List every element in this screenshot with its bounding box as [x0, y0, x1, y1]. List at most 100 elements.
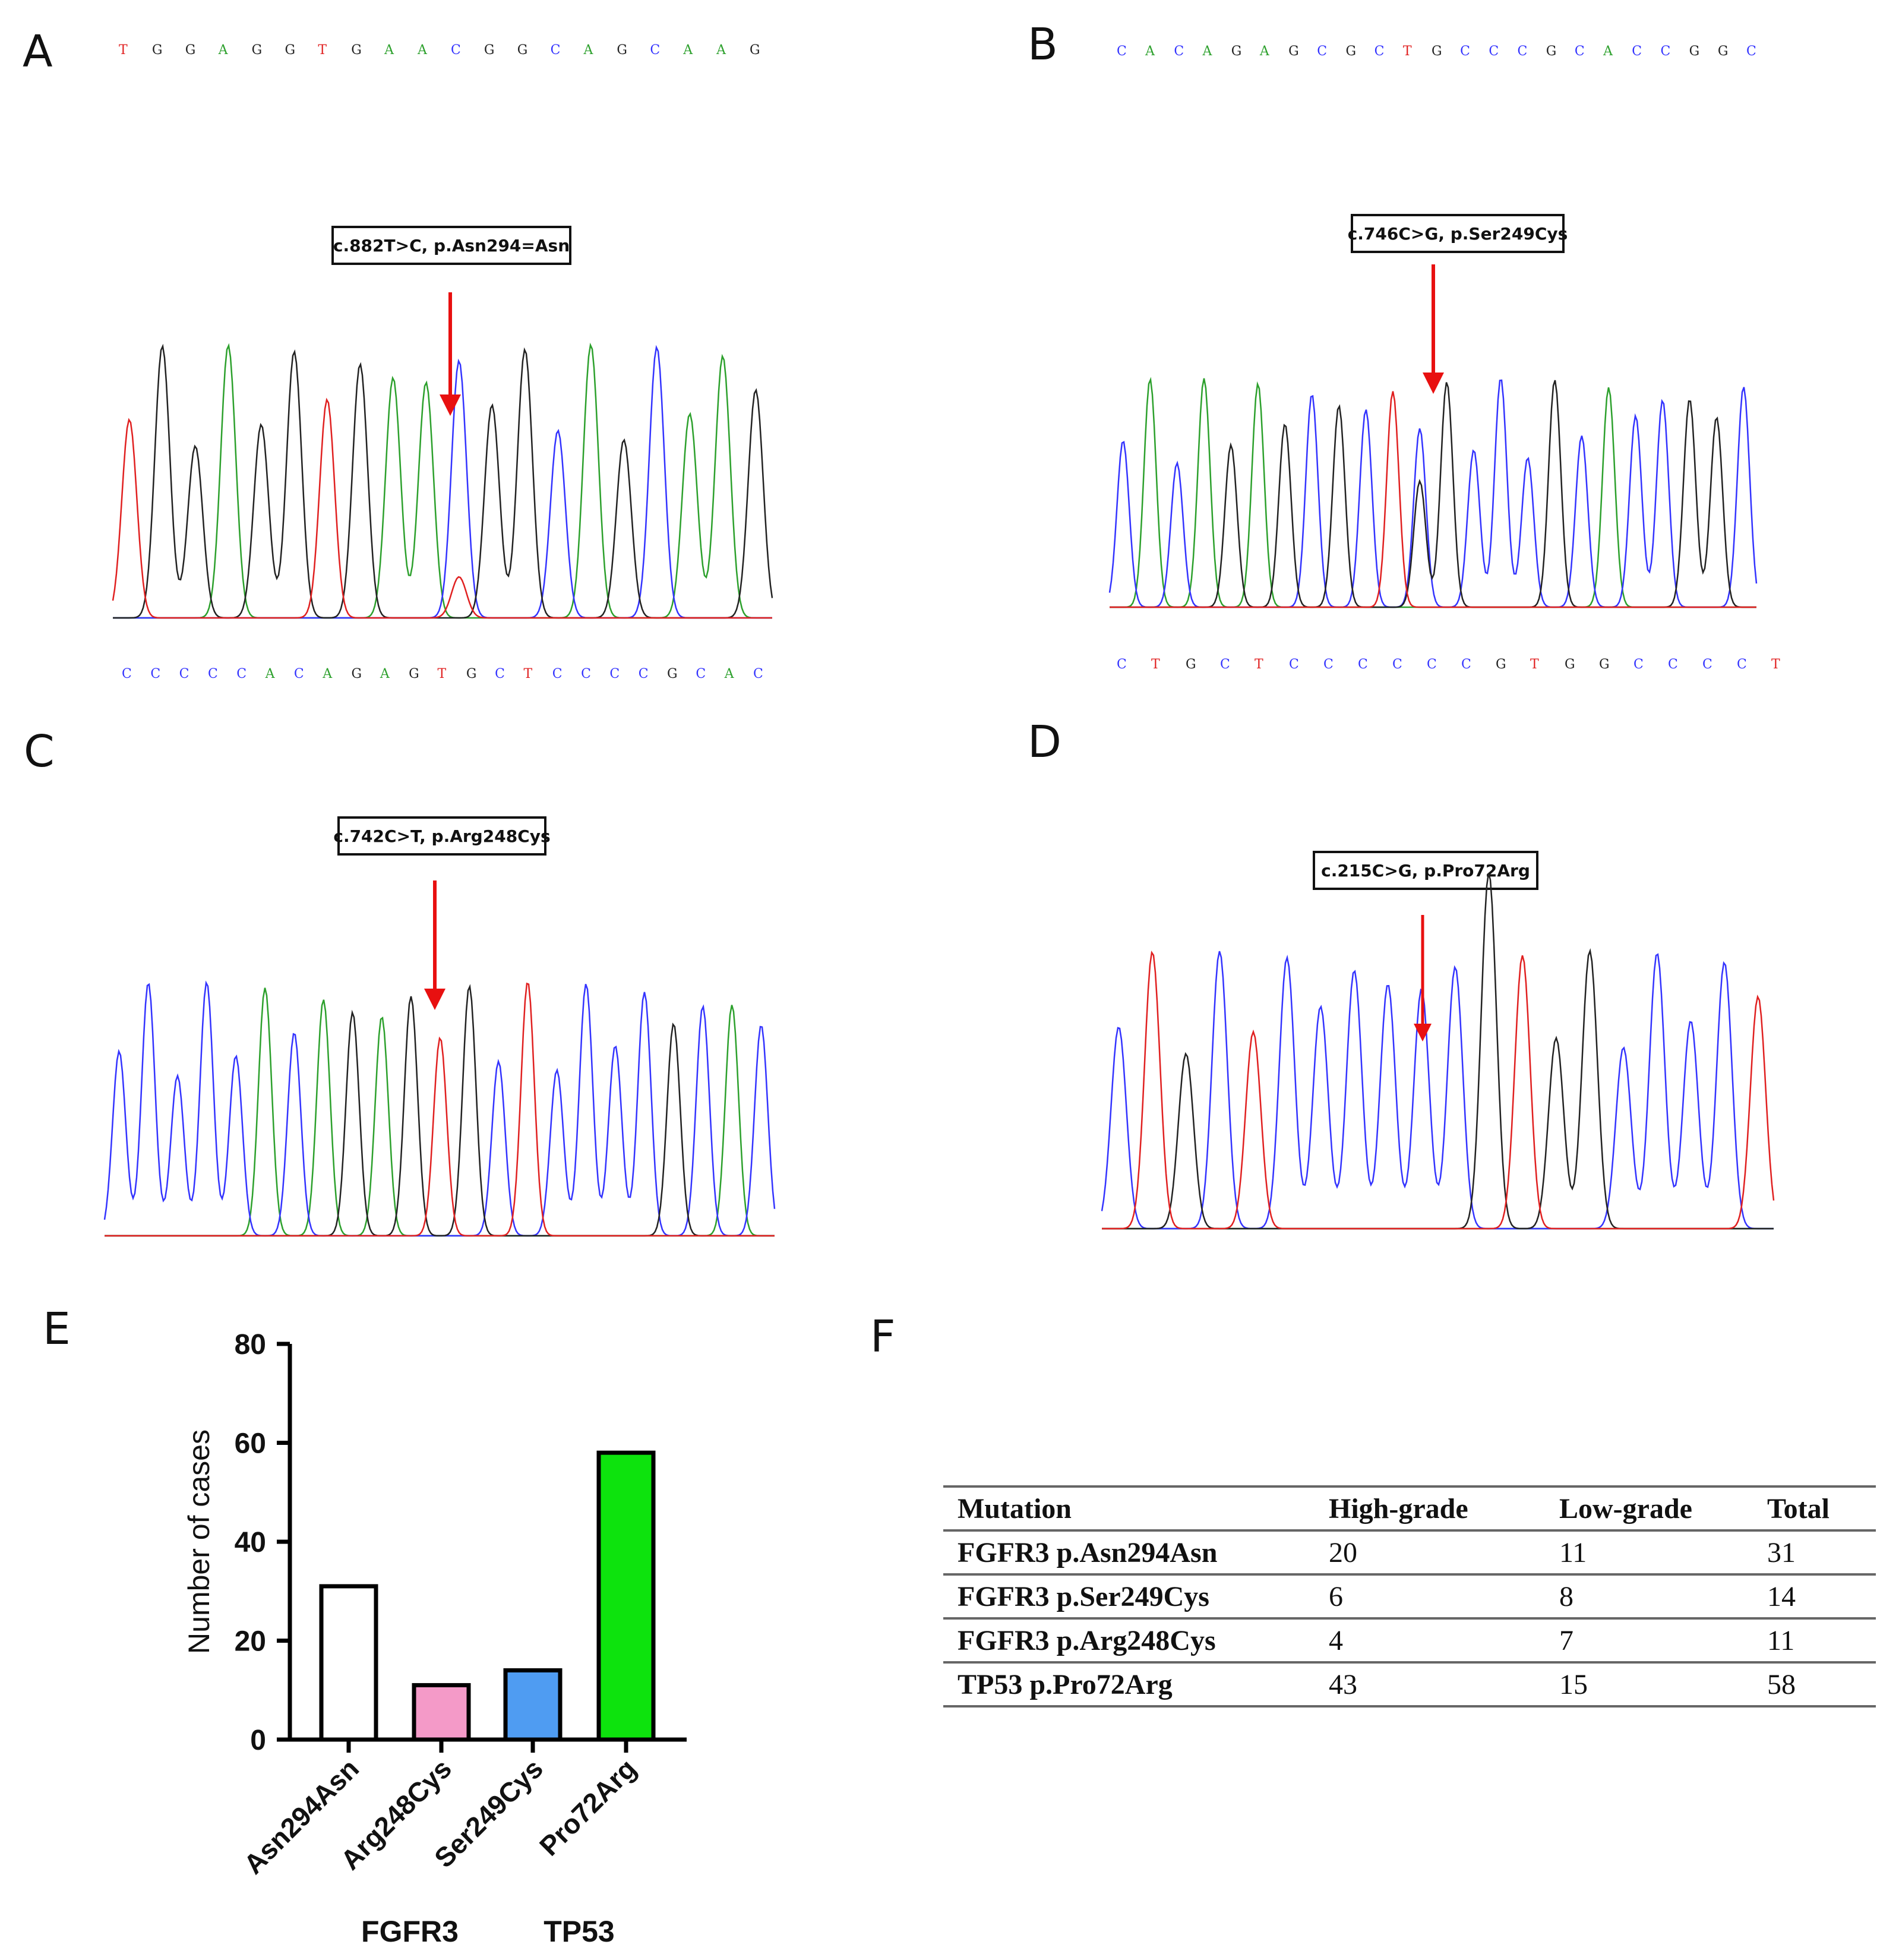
sequence-base: A	[323, 667, 333, 681]
sequence-base: G	[466, 667, 477, 681]
panel-label-f: F	[870, 1311, 896, 1362]
trace-c	[1101, 951, 1774, 1230]
sequence-base: T	[1402, 44, 1412, 59]
table-row: FGFR3 p.Asn294Asn 20 11 31	[943, 1530, 1876, 1574]
trace-a	[113, 342, 772, 619]
header-low-grade: Low-grade	[1559, 1492, 1692, 1525]
sequence-base: G	[351, 43, 362, 58]
trace-t	[1102, 950, 1775, 1230]
sequence-base: G	[1231, 44, 1242, 59]
sequence-base: C	[293, 667, 304, 681]
y-tick-label: 20	[235, 1626, 266, 1658]
mutation-label-b: c.746C>G, p.Ser249Cys	[1348, 214, 1568, 253]
sequence-base: G	[1345, 44, 1357, 59]
table-row: TP53 p.Pro72Arg 43 15 58	[943, 1662, 1876, 1706]
chromatogram-b	[1108, 377, 1758, 608]
y-tick-label: 40	[235, 1527, 266, 1558]
sequence-base: T	[1255, 657, 1263, 672]
sequence-base: G	[409, 667, 419, 681]
sequence-base: C	[1633, 657, 1644, 672]
sequence-base: C	[1174, 44, 1184, 59]
sequence-base: C	[207, 667, 218, 681]
sequence-base: C	[1220, 657, 1230, 672]
sequence-base: C	[1489, 44, 1499, 59]
trace-g	[1110, 380, 1756, 608]
mutation-table: Mutation High-grade Low-grade Total FGFR…	[943, 1485, 1876, 1707]
x-tick-label: Pro72Arg	[533, 1753, 642, 1861]
panel-label-c: C	[24, 726, 55, 777]
group-label-tp53: TP53	[544, 1915, 615, 1948]
panel-label-d: D	[1028, 717, 1061, 768]
sequence-base: A	[724, 667, 734, 681]
bar-asn294asn	[319, 1584, 378, 1742]
sequence-base: G	[1599, 657, 1610, 672]
cell-high-grade: 20	[1329, 1536, 1357, 1568]
mutation-label-c: c.742C>T, p.Arg248Cys	[333, 816, 551, 856]
cell-mutation: TP53 p.Pro72Arg	[958, 1668, 1173, 1700]
cell-total: 11	[1767, 1624, 1795, 1656]
sequence-base: C	[1117, 657, 1127, 672]
sequence-base: C	[581, 667, 591, 681]
sequence-base: C	[609, 667, 620, 681]
trace-g	[105, 984, 775, 1237]
sequence-base: A	[384, 43, 394, 58]
table-header-row: Mutation High-grade Low-grade Total	[943, 1486, 1876, 1530]
sequence-base: G	[151, 43, 163, 58]
sequence-base: G	[1565, 657, 1575, 672]
table-row: FGFR3 p.Arg248Cys 4 7 11	[943, 1618, 1876, 1662]
sequence-base: C	[450, 43, 461, 58]
sequence-base: C	[179, 667, 189, 681]
y-tick-label: 80	[235, 1329, 266, 1361]
cell-mutation: FGFR3 p.Asn294Asn	[958, 1536, 1218, 1568]
sequence-base: C	[150, 667, 161, 681]
sequence-base: C	[1660, 44, 1671, 59]
panel-label-a: A	[23, 26, 53, 77]
sequence-base: C	[236, 667, 247, 681]
bar-pro72arg	[596, 1450, 656, 1742]
sequence-base: G	[1689, 44, 1700, 59]
sequence-base: C	[1737, 657, 1747, 672]
chromatogram-d	[1101, 873, 1775, 1230]
sequence-base: C	[1358, 657, 1368, 672]
sequence-base: A	[1603, 44, 1613, 59]
sequence-base: G	[1546, 44, 1557, 59]
sequence-base: G	[484, 43, 495, 58]
sequence-base: C	[1746, 44, 1756, 59]
cell-high-grade: 6	[1329, 1580, 1343, 1612]
sequence-base: C	[696, 667, 706, 681]
chromatogram-a	[112, 342, 773, 619]
trace-t	[1110, 391, 1756, 608]
header-high-grade: High-grade	[1329, 1492, 1468, 1525]
trace-a	[1110, 377, 1756, 608]
sequence-base: G	[1288, 44, 1299, 59]
sequence-base: C	[1461, 657, 1471, 672]
sequence-base: A	[380, 667, 390, 681]
sequence-base: C	[1117, 44, 1127, 59]
sequence-base: A	[583, 43, 593, 58]
sequence-base: A	[683, 43, 693, 58]
sequence-base: C	[638, 667, 649, 681]
trace-g	[1102, 873, 1774, 1230]
bar-ser249cys	[503, 1668, 563, 1742]
y-axis-label: Number of cases	[182, 1429, 216, 1654]
cell-high-grade: 4	[1329, 1624, 1343, 1656]
cell-total: 14	[1767, 1580, 1796, 1612]
sequence-base: A	[218, 43, 228, 58]
sequence-base: G	[1496, 657, 1506, 672]
panel-label-e: E	[43, 1303, 71, 1355]
sequence-base: T	[523, 667, 533, 681]
cell-low-grade: 8	[1559, 1580, 1573, 1612]
sequence-base: T	[437, 667, 447, 681]
sequence-base: C	[753, 667, 763, 681]
sequence-base: C	[1374, 44, 1385, 59]
sequence-base: C	[122, 667, 132, 681]
sequence-base: C	[1460, 44, 1471, 59]
sequence-base: T	[119, 43, 128, 58]
sequence-base: C	[1517, 44, 1528, 59]
sequence-base: G	[351, 667, 362, 681]
sequence-base: C	[1289, 657, 1299, 672]
sequence-base: C	[1317, 44, 1328, 59]
mutation-label-d: c.215C>G, p.Pro72Arg	[1313, 851, 1538, 890]
cell-low-grade: 11	[1559, 1536, 1587, 1568]
